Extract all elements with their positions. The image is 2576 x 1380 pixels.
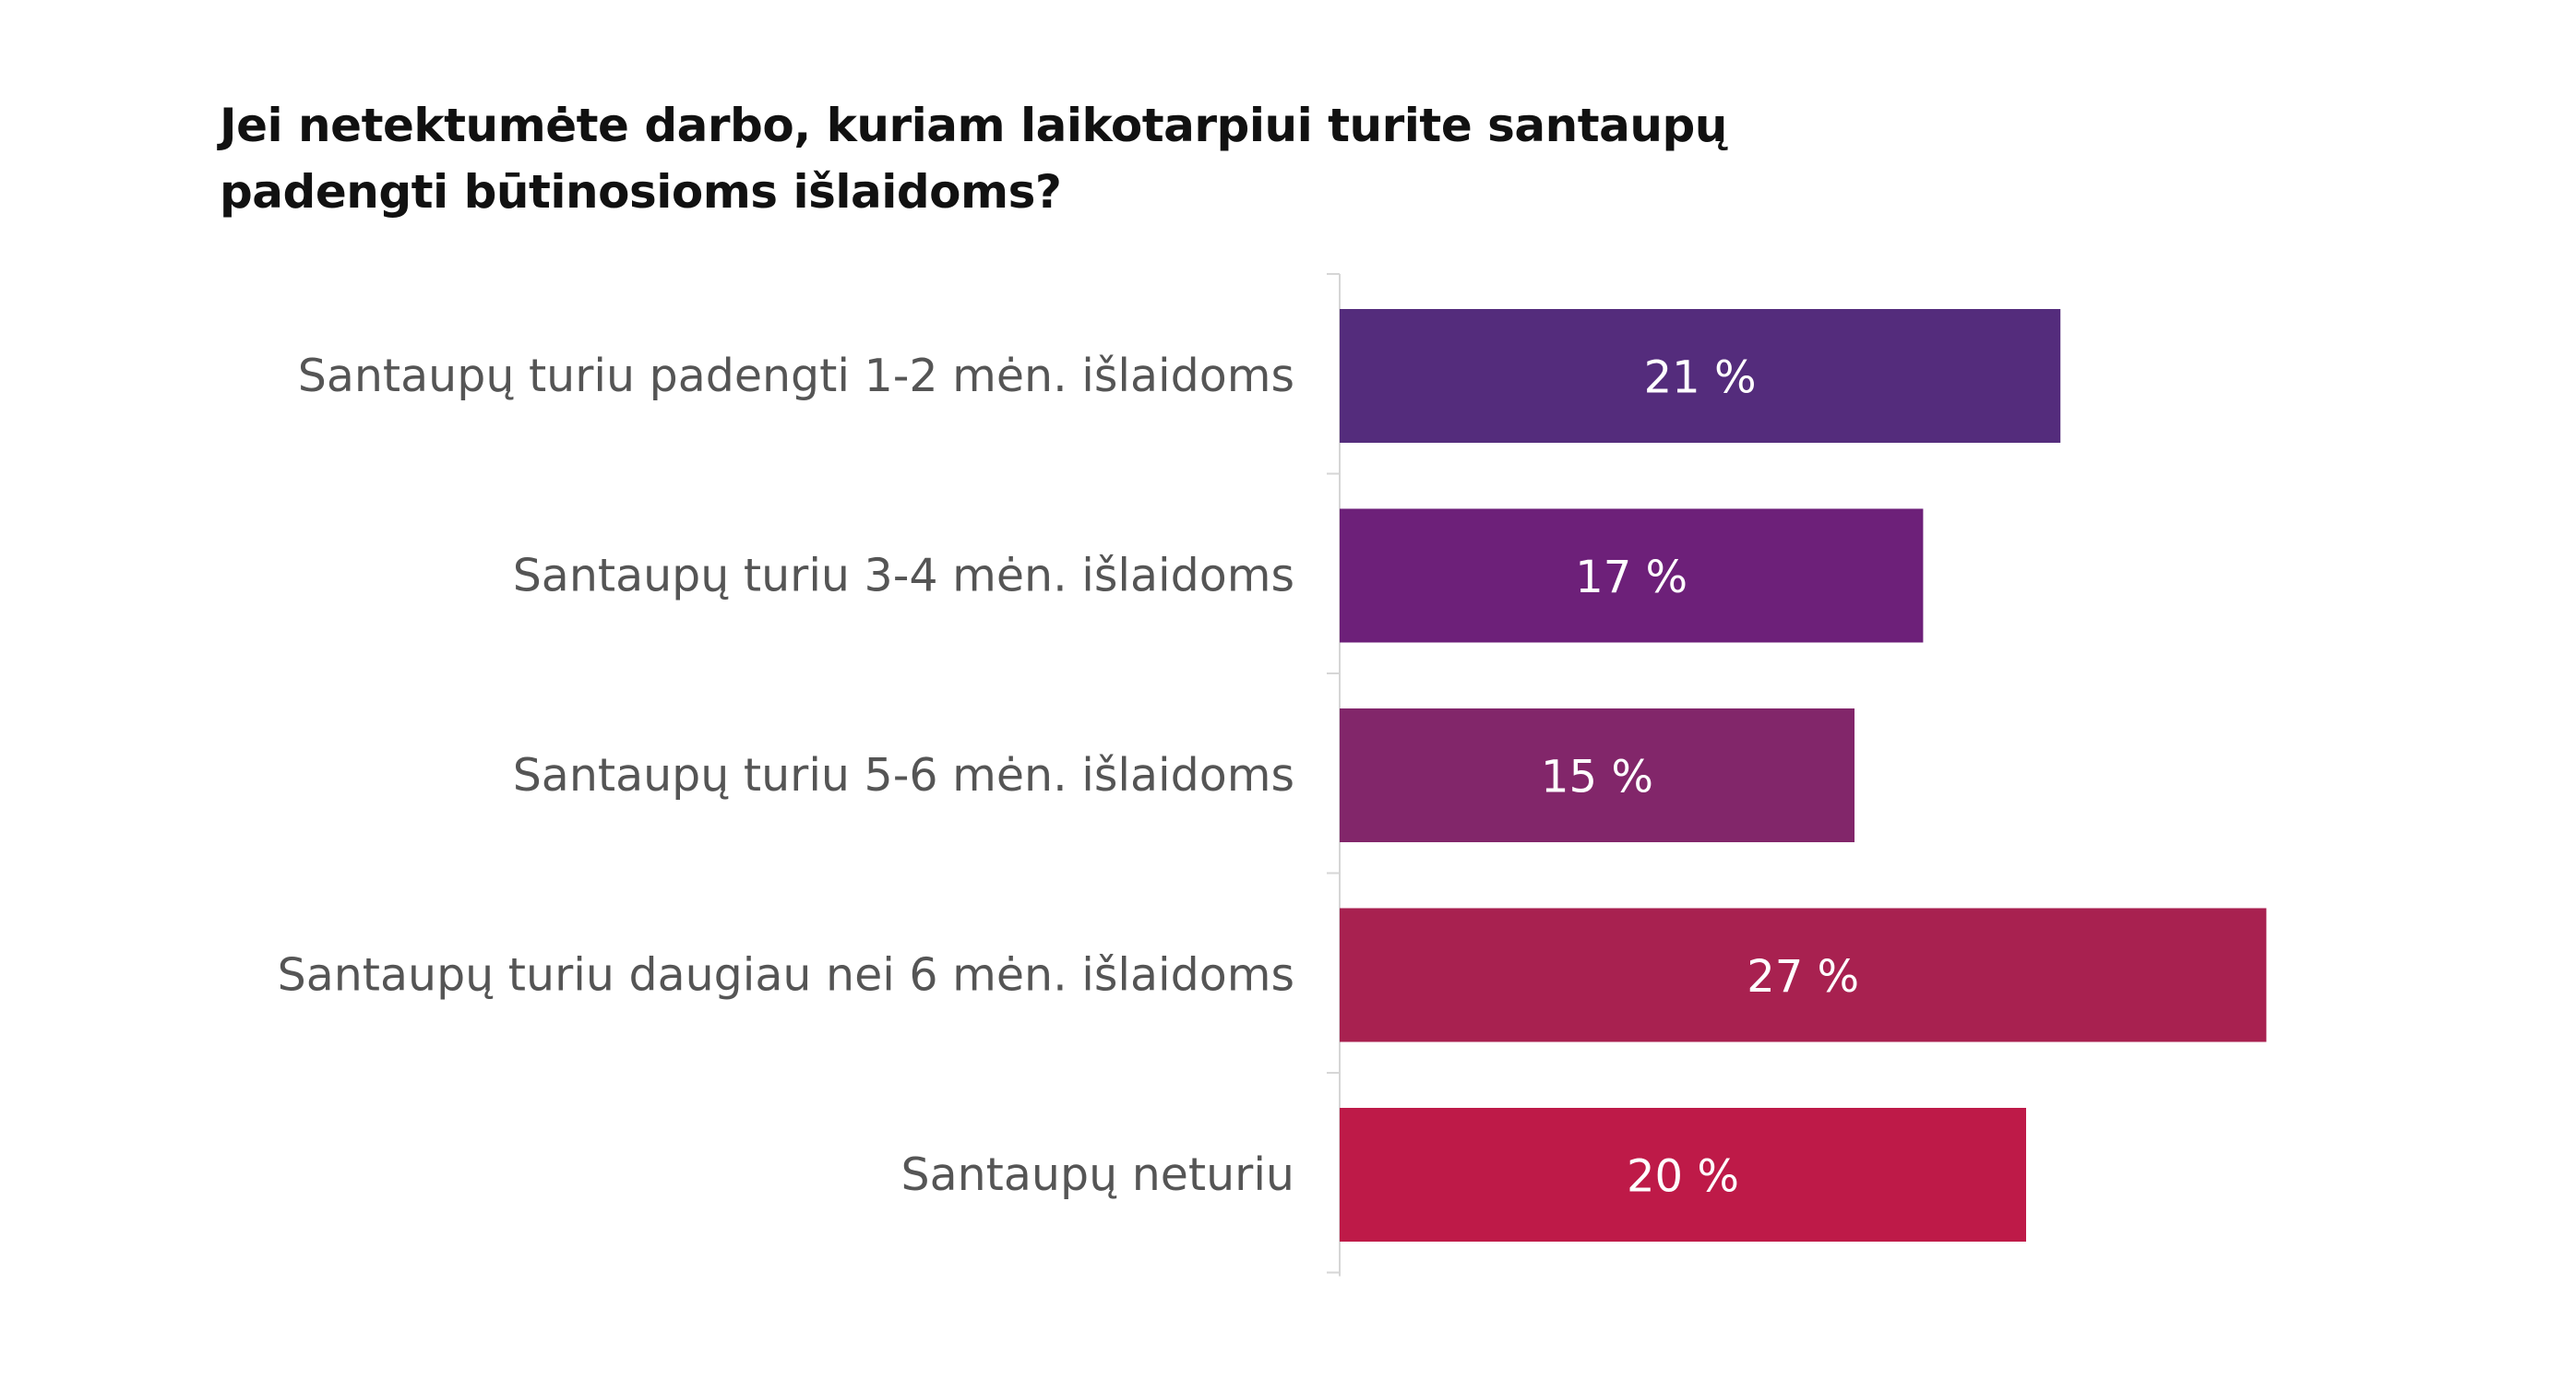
category-label: Santaupų turiu 3-4 mėn. išlaidoms	[513, 550, 1294, 602]
value-label: 20 %	[1627, 1151, 1739, 1203]
bar	[1340, 908, 2267, 1042]
chart-title: Jei netektumėte darbo, kuriam laikotarpi…	[220, 92, 1973, 225]
bar	[1340, 508, 1924, 643]
category-label: Santaupų neturiu	[900, 1148, 1294, 1201]
value-label: 17 %	[1575, 552, 1688, 603]
chart-title-line-1: Jei netektumėte darbo, kuriam laikotarpi…	[220, 99, 1727, 152]
chart-title-line-2: padengti būtinosioms išlaidoms?	[220, 165, 1062, 219]
category-label: Santaupų turiu daugiau nei 6 mėn. išlaid…	[278, 949, 1294, 1002]
value-label: 21 %	[1644, 352, 1757, 404]
value-label: 15 %	[1541, 752, 1653, 803]
bar	[1340, 708, 1854, 842]
category-label: Santaupų turiu 5-6 mėn. išlaidoms	[513, 749, 1294, 802]
value-label: 27 %	[1747, 951, 1859, 1003]
category-label: Santaupų turiu padengti 1-2 mėn. išlaido…	[298, 350, 1294, 402]
bar	[1340, 1108, 2026, 1242]
bar	[1340, 309, 2061, 443]
